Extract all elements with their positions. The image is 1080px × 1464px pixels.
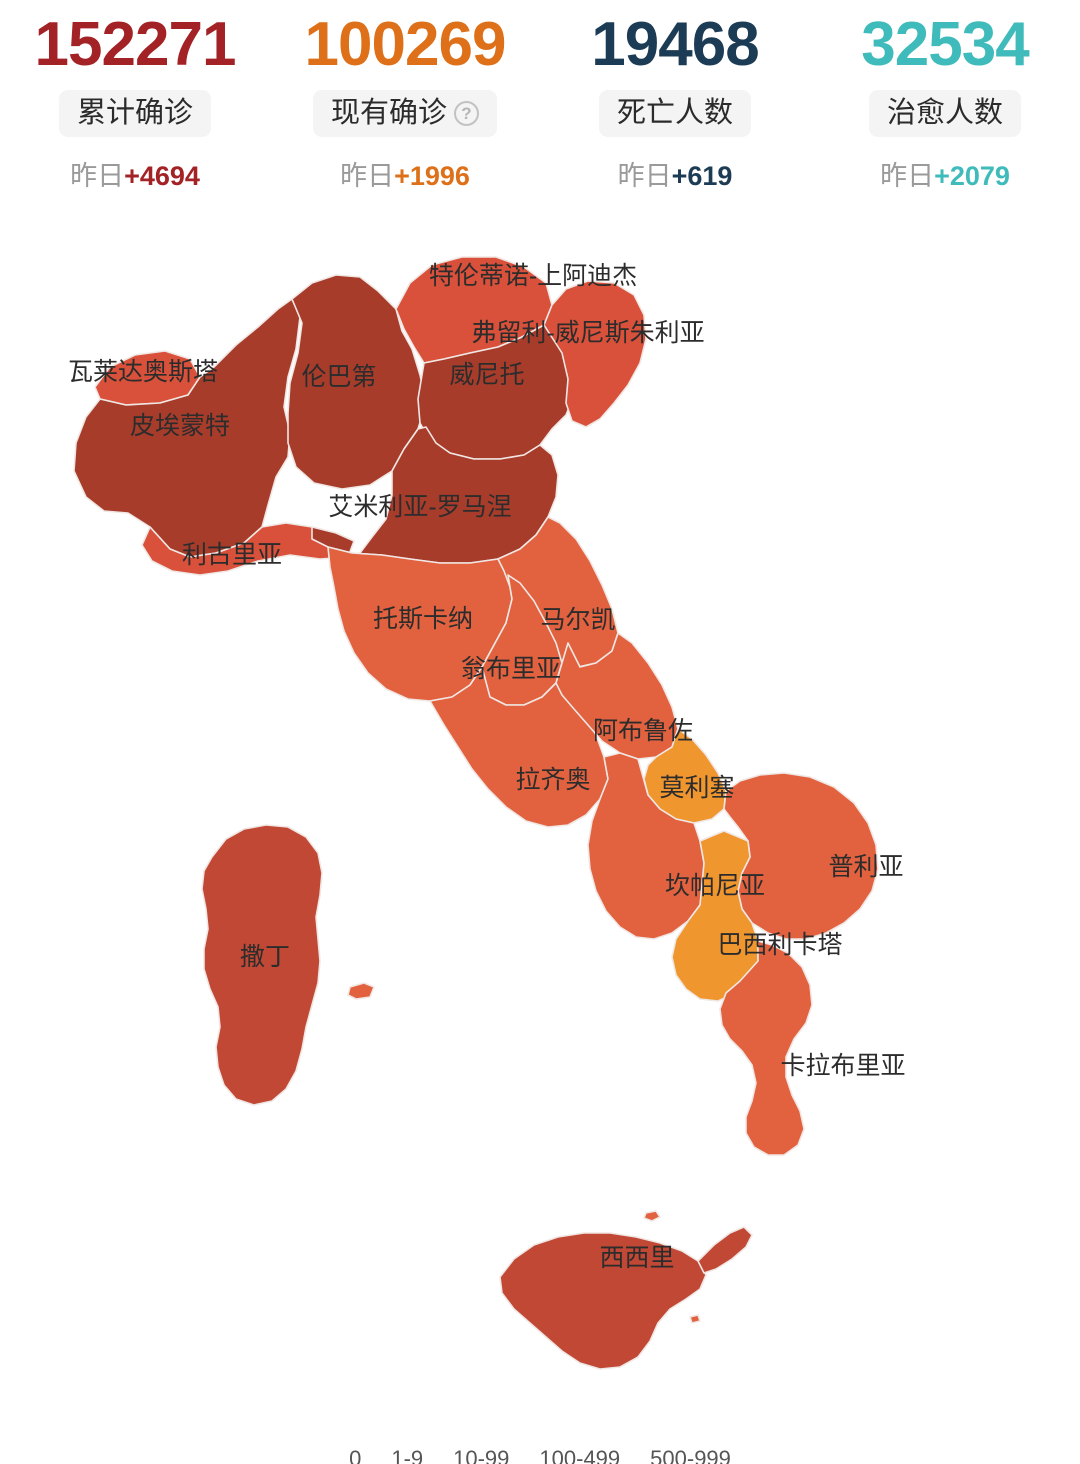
italy-choropleth-map[interactable]: 瓦莱达奥斯塔 皮埃蒙特 伦巴第 特伦蒂诺-上阿迪杰 弗留利-威尼斯朱利亚 威尼托… <box>0 227 1080 1407</box>
legend-item: 10-99 <box>453 1448 509 1464</box>
region-sicilia[interactable] <box>499 1232 707 1370</box>
stat-label-text: 累计确诊 <box>76 97 193 129</box>
island-eolie-shape <box>689 1314 701 1324</box>
stat-delta-value: +4694 <box>124 161 200 191</box>
stat-card-recovered[interactable]: 32534 治愈人数 昨日+2079 <box>810 14 1080 193</box>
help-icon[interactable]: ? <box>454 101 479 126</box>
stat-card-confirmed-total[interactable]: 152271 累计确诊 昨日+4694 <box>0 14 270 193</box>
stat-value: 32534 <box>861 10 1029 79</box>
stat-value: 152271 <box>34 10 237 79</box>
region-sicilia-tip[interactable] <box>697 1226 753 1274</box>
stat-label-pill: 治愈人数 <box>868 90 1021 137</box>
stat-delta-prefix: 昨日 <box>340 161 395 191</box>
map-svg <box>73 256 879 1370</box>
region-friuli-venezia-giulia[interactable] <box>543 280 647 428</box>
legend-item: 0 <box>349 1448 361 1464</box>
stat-label-pill: 死亡人数 <box>598 90 751 137</box>
stat-delta-value: +2079 <box>934 161 1010 191</box>
stat-label-text: 现有确诊 <box>330 97 447 129</box>
stat-delta-prefix: 昨日 <box>617 161 672 191</box>
stat-delta: 昨日+1996 <box>340 154 470 193</box>
stat-delta-prefix: 昨日 <box>70 161 125 191</box>
legend-label: 0 <box>349 1448 362 1464</box>
region-piemonte[interactable] <box>73 298 301 558</box>
stat-delta: 昨日+2079 <box>880 154 1010 193</box>
stat-delta-value: +1996 <box>394 161 470 191</box>
stat-delta: 昨日+4694 <box>70 154 200 193</box>
map-legend: 0 1-9 10-99 100-499 500-999 <box>0 1448 1080 1464</box>
region-abruzzo[interactable] <box>555 632 679 760</box>
stat-value: 19468 <box>591 10 759 79</box>
stat-card-deaths[interactable]: 19468 死亡人数 昨日+619 <box>540 14 810 193</box>
legend-label: 100-499 <box>539 1448 621 1464</box>
stat-label-text: 死亡人数 <box>616 97 733 129</box>
region-calabria[interactable] <box>719 940 813 1156</box>
legend-item: 1-9 <box>391 1448 423 1464</box>
region-sardegna[interactable] <box>201 824 323 1106</box>
legend-label: 1-9 <box>391 1448 424 1464</box>
stat-delta-prefix: 昨日 <box>880 161 935 191</box>
stat-label-pill: 现有确诊 ? <box>312 90 497 137</box>
stat-label-text: 治愈人数 <box>886 97 1003 129</box>
stat-delta: 昨日+619 <box>618 154 733 193</box>
legend-label: 10-99 <box>453 1448 510 1464</box>
island-capri-shape <box>643 1210 661 1222</box>
legend-label: 500-999 <box>650 1448 731 1464</box>
stat-value: 100269 <box>304 10 507 79</box>
island-elba-shape <box>347 982 375 1000</box>
summary-stats-bar: 152271 累计确诊 昨日+4694 100269 现有确诊 ? 昨日+199… <box>0 0 1080 193</box>
legend-item: 500-999 <box>650 1448 731 1464</box>
stat-delta-value: +619 <box>671 161 733 191</box>
stat-label-pill: 累计确诊 <box>58 90 211 137</box>
legend-item: 100-499 <box>539 1448 620 1464</box>
stat-card-confirmed-current[interactable]: 100269 现有确诊 ? 昨日+1996 <box>270 14 540 193</box>
